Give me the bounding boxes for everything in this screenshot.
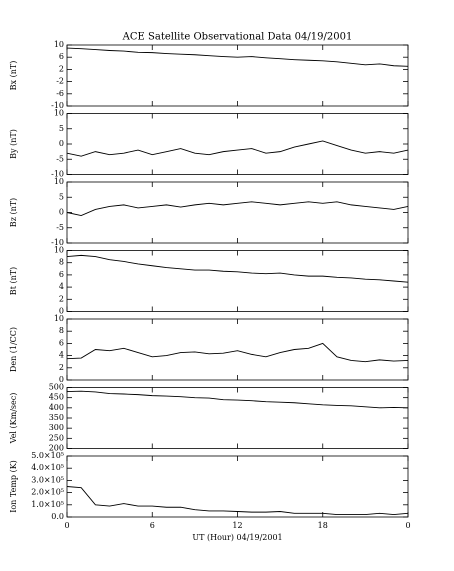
- y-tick-label: 5: [59, 192, 64, 201]
- y-tick-label: 0: [59, 139, 64, 148]
- panel-frame: [66, 250, 409, 312]
- x-tick-label: 0: [64, 521, 69, 530]
- panel-frame: [66, 387, 409, 449]
- y-axis-label: By (nT): [9, 129, 18, 159]
- panel-frame: [66, 44, 409, 107]
- y-tick-label: 400: [49, 403, 64, 412]
- x-tick-label: 6: [150, 521, 155, 530]
- y-tick-label: 200: [49, 444, 64, 453]
- y-tick-label: -6: [56, 89, 64, 98]
- x-tick-label: 18: [318, 521, 328, 530]
- y-tick-label: 1.0×10⁵: [31, 500, 64, 509]
- y-tick-label: -2: [56, 77, 64, 86]
- y-tick-label: 10: [54, 177, 64, 186]
- y-tick-label: -5: [56, 154, 64, 163]
- data-line: [66, 140, 409, 157]
- panel-frame: [66, 113, 409, 175]
- y-tick-label: 6: [59, 270, 64, 279]
- y-tick-label: 6: [59, 338, 64, 347]
- panel-frame: [66, 181, 409, 244]
- x-tick-label: 12: [232, 521, 242, 530]
- x-tick-label: 0: [405, 521, 410, 530]
- y-tick-label: 0: [59, 208, 64, 217]
- y-axis-label: Bx (nT): [9, 61, 18, 91]
- data-line: [66, 390, 409, 409]
- y-tick-label: 0.0: [51, 512, 64, 521]
- y-tick-label: 2: [59, 363, 64, 372]
- y-tick-label: 4.0×10⁵: [31, 463, 64, 472]
- y-tick-label: 8: [59, 326, 64, 335]
- y-axis-label: Den (1/CC): [9, 327, 18, 372]
- y-tick-label: 300: [49, 423, 64, 432]
- y-tick-label: 2: [59, 64, 64, 73]
- y-axis-label: Bz (nT): [9, 198, 18, 227]
- data-line: [66, 254, 409, 283]
- y-tick-label: 0: [59, 307, 64, 316]
- y-tick-label: -10: [51, 238, 64, 247]
- y-tick-label: 8: [59, 258, 64, 267]
- y-tick-label: 350: [49, 413, 64, 422]
- y-tick-label: 2.0×10⁵: [31, 488, 64, 497]
- y-tick-label: 5: [59, 124, 64, 133]
- y-tick-label: 250: [49, 433, 64, 442]
- panel-frame: [66, 455, 409, 518]
- y-tick-label: 450: [49, 393, 64, 402]
- y-axis-label: Vel (Km/sec): [9, 393, 18, 445]
- chart-title: ACE Satellite Observational Data 04/19/2…: [122, 32, 353, 43]
- y-axis-label: Ion Temp (K): [9, 460, 18, 513]
- y-tick-label: 10: [54, 109, 64, 118]
- y-tick-label: 3.0×10⁵: [31, 475, 64, 484]
- y-tick-label: -5: [56, 223, 64, 232]
- data-line: [66, 486, 409, 516]
- y-tick-label: 10: [54, 40, 64, 49]
- y-tick-label: 6: [59, 52, 64, 61]
- data-line: [66, 47, 409, 67]
- y-tick-label: 4: [59, 351, 64, 360]
- y-tick-label: 10: [54, 314, 64, 323]
- y-tick-label: -10: [51, 101, 64, 110]
- y-tick-label: 500: [49, 383, 64, 392]
- y-axis-label: Bt (nT): [9, 267, 18, 295]
- y-tick-label: 10: [54, 246, 64, 255]
- y-tick-label: 2: [59, 294, 64, 303]
- y-tick-label: 5.0×10⁵: [31, 451, 64, 460]
- data-line: [66, 201, 409, 217]
- x-axis-label: UT (Hour) 04/19/2001: [192, 533, 282, 542]
- y-tick-label: -10: [51, 170, 64, 179]
- data-line: [66, 342, 409, 363]
- y-tick-label: 0: [59, 375, 64, 384]
- y-tick-label: 4: [59, 282, 64, 291]
